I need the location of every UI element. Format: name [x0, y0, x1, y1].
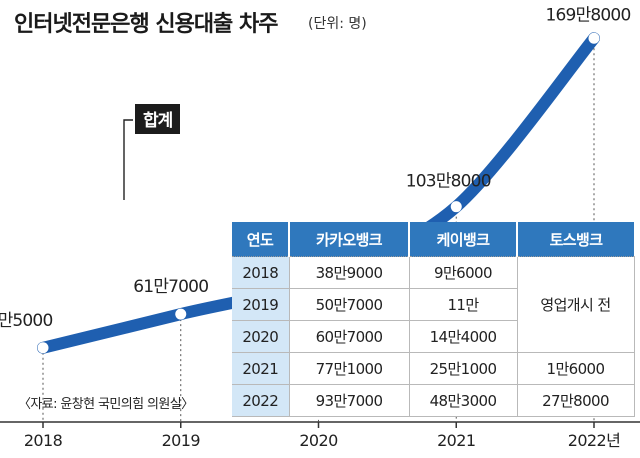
data-label: 61만7000: [133, 277, 208, 297]
unit-label: (단위: 명): [308, 16, 367, 32]
x-tick-label: 2022년: [568, 431, 620, 450]
header-year: 연도: [232, 222, 290, 257]
table-cell: 50만7000: [288, 288, 410, 321]
table-cell: 25만1000: [408, 352, 518, 385]
x-tick-label: 2019: [162, 431, 201, 450]
x-tick-label: 2018: [24, 431, 63, 450]
table-cell-year: 2020: [232, 320, 290, 353]
data-label: 103만8000: [406, 172, 491, 192]
data-point: [175, 308, 187, 320]
table-cell-year: 2021: [232, 352, 290, 385]
table-cell-year: 2018: [232, 256, 290, 289]
table-row: 2018 38만9000 9만6000 영업개시 전: [232, 256, 635, 353]
data-label: 48만5000: [0, 311, 52, 331]
table-row: 2021 77만1000 25만1000 1만6000: [232, 352, 635, 385]
table-cell: 14만4000: [408, 320, 518, 353]
table-cell: 60만7000: [288, 320, 410, 353]
header-kakaobank: 카카오뱅크: [289, 222, 410, 257]
table-row: 2019 50만7000 11만: [232, 288, 634, 321]
breakdown-table: 연도 카카오뱅크 케이뱅크 토스뱅크 2018 38만9000 9만6000 영…: [232, 222, 635, 417]
header-kbank: 케이뱅크: [409, 222, 518, 257]
table-cell: 9만6000: [408, 256, 518, 289]
table-cell-year: 2019: [232, 288, 290, 321]
legend-total-badge: 합계: [135, 104, 181, 134]
table-cell: 93만7000: [288, 384, 410, 417]
table-cell-year: 2022: [232, 384, 290, 417]
table-cell: 11만: [408, 288, 518, 321]
x-tick-label: 2020: [299, 431, 338, 450]
table-row: 2022 93만7000 48만3000 27만8000: [232, 384, 635, 417]
header-tossbank: 토스뱅크: [517, 222, 634, 257]
table-cell-merged: 영업개시 전: [516, 256, 635, 353]
table-cell: 77만1000: [288, 352, 410, 385]
table-cell: 38만9000: [288, 256, 410, 289]
table-cell: 48만3000: [408, 384, 518, 417]
table-cell: 1만6000: [516, 352, 635, 385]
x-tick-label: 2021: [437, 431, 475, 450]
legend-pointer-line: [123, 119, 133, 200]
data-point: [37, 342, 49, 354]
chart-title: 인터넷전문은행 신용대출 차주: [14, 12, 278, 37]
source-note: 〈자료: 윤창현 국민의힘 의원실〉: [18, 397, 194, 412]
data-point: [450, 201, 462, 213]
table-cell: 27만8000: [516, 384, 635, 417]
table-header-row: 연도 카카오뱅크 케이뱅크 토스뱅크: [232, 222, 634, 257]
data-point: [588, 32, 600, 44]
data-label: 169만8000: [546, 5, 631, 25]
